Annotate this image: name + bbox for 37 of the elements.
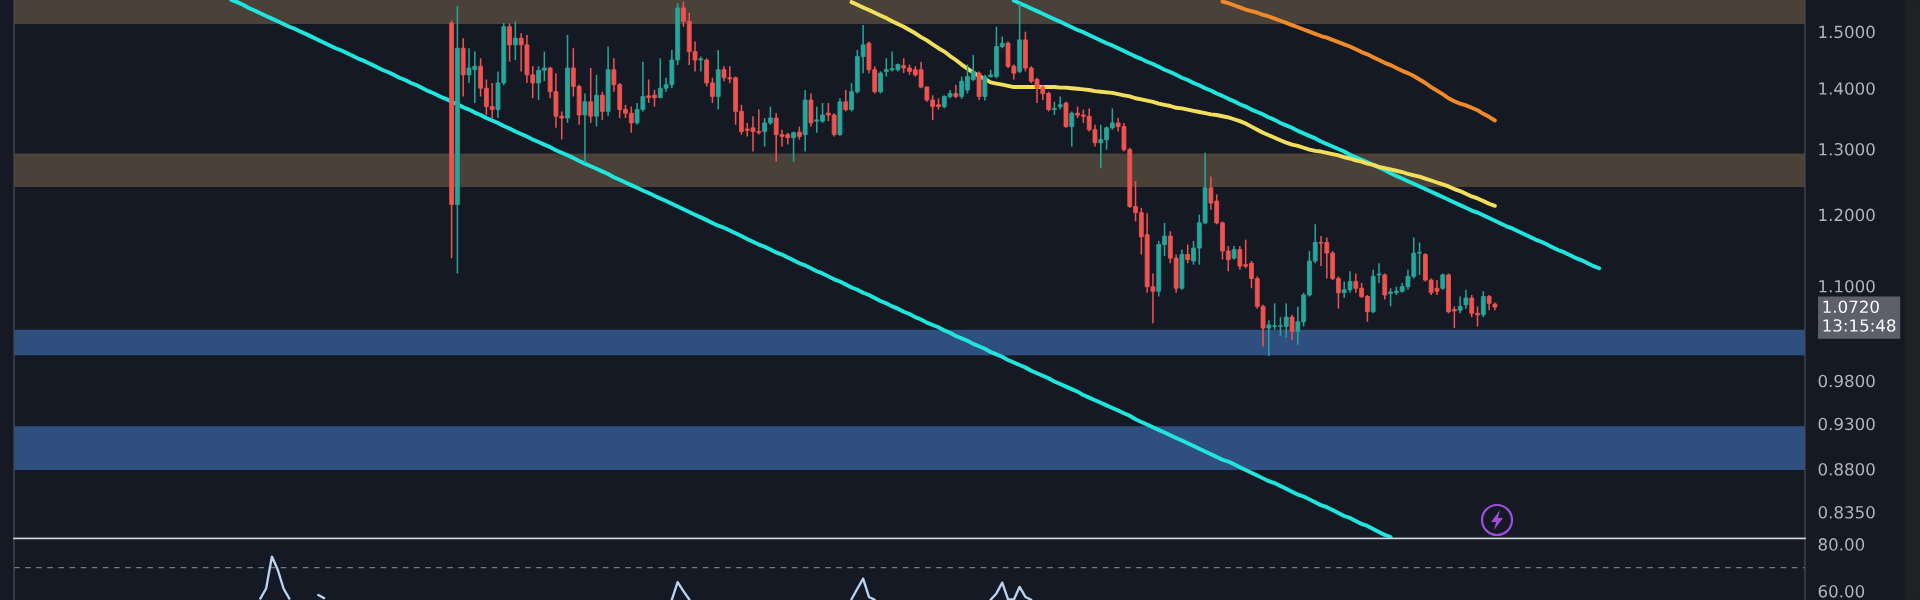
- candlestick: [588, 67, 594, 124]
- y-tick-label: 0.8350: [1818, 506, 1875, 519]
- candlestick: [1382, 272, 1388, 301]
- line-series: [229, 0, 1393, 539]
- candlestick: [1057, 95, 1063, 111]
- candlestick: [1289, 314, 1295, 341]
- text: 1.0720 13:15:48: [1823, 300, 1896, 332]
- candlestick: [1463, 288, 1469, 310]
- candlestick: [1376, 262, 1382, 284]
- candlestick: [808, 92, 814, 128]
- candlestick: [1063, 101, 1069, 129]
- candlestick: [512, 20, 518, 61]
- y-tick-label: 1.2000: [1819, 208, 1875, 222]
- candlestick: [507, 22, 512, 63]
- candlestick: [594, 74, 599, 128]
- candlestick: [1069, 110, 1075, 148]
- candlestick: [878, 70, 883, 95]
- candlestick: [599, 90, 605, 121]
- y-tick-label: 0.9800: [1818, 374, 1875, 388]
- y-tick-label: 0.8800: [1818, 462, 1875, 476]
- y-tick-label: 1.5000: [1819, 25, 1875, 39]
- line-series: [849, 0, 1497, 208]
- candlestick: [1480, 290, 1486, 318]
- candlestick: [1185, 243, 1191, 264]
- y-tick-label: 1.1000: [1819, 279, 1875, 293]
- y-tick-label: 1.3000: [1819, 142, 1875, 156]
- line-series: [1220, 0, 1497, 123]
- candlestick: [976, 70, 982, 101]
- candlestick: [843, 89, 849, 113]
- y-tick-label: 0.9300: [1818, 417, 1875, 431]
- y-tick-label: 80.00: [1818, 538, 1865, 551]
- candlestick: [698, 55, 704, 73]
- line-series: [1011, 0, 1602, 271]
- candlestick: [791, 130, 796, 163]
- y-tick-label: 1.4000: [1819, 82, 1875, 95]
- y-tick-label: 60.00: [1818, 585, 1865, 598]
- candlestick: [582, 92, 588, 164]
